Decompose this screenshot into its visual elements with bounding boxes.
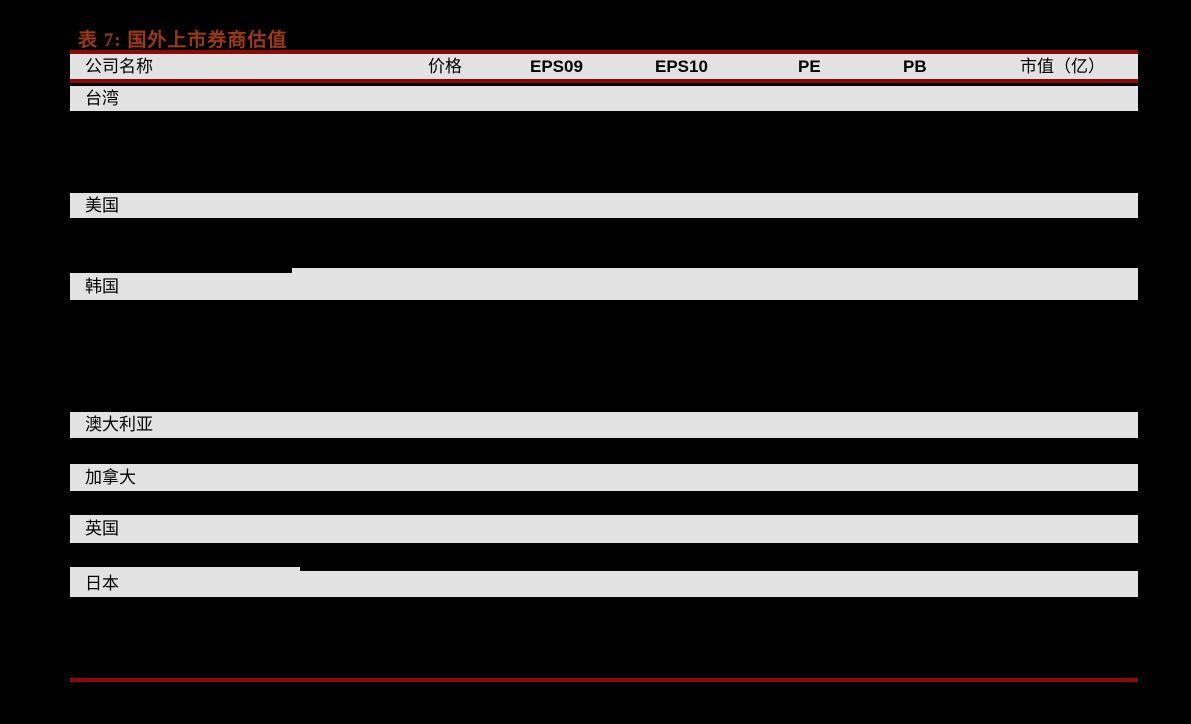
table-bottom-rule [70, 678, 1138, 682]
column-header-company: 公司名称 [85, 57, 153, 76]
header-bottom-rule [70, 79, 1138, 83]
section-row-uk: 英国 [70, 515, 1138, 543]
column-header-price: 价格 [428, 57, 462, 76]
section-row-japan: 日本 [70, 571, 1138, 597]
section-row-taiwan: 台湾 [70, 86, 1138, 111]
column-header-pe: PE [798, 57, 821, 76]
partial-row-remnant [70, 567, 300, 571]
section-row-canada: 加拿大 [70, 464, 1138, 491]
partial-row-remnant [292, 268, 1138, 273]
table-title: 表 7: 国外上市券商估值 [78, 30, 288, 51]
section-row-korea: 韩国 [70, 273, 1138, 300]
section-row-australia: 澳大利亚 [70, 412, 1138, 438]
column-header-eps10: EPS10 [655, 57, 708, 76]
header-top-rule [70, 50, 1138, 54]
column-header-pb: PB [903, 57, 927, 76]
column-header-market-cap: 市值（亿） [1020, 57, 1105, 76]
column-header-eps09: EPS09 [530, 57, 583, 76]
table-header-row: 公司名称 价格 EPS09 EPS10 PE PB 市值（亿） [70, 54, 1138, 79]
section-row-usa: 美国 [70, 193, 1138, 218]
